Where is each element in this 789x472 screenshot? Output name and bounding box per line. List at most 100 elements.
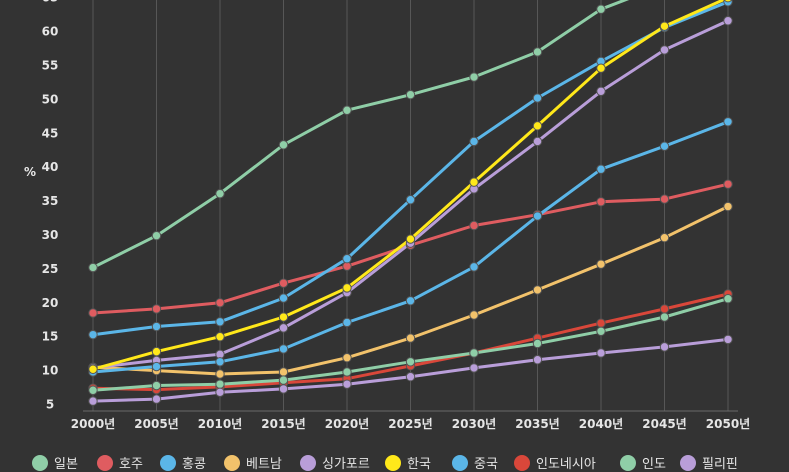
legend-item: 한국 <box>385 455 431 472</box>
y-tick-label: 50 <box>42 92 59 106</box>
data-point <box>469 177 479 187</box>
legend-item: 홍콩 <box>160 455 206 472</box>
data-point <box>532 93 543 103</box>
data-point <box>278 278 289 288</box>
data-point <box>342 254 352 264</box>
legend-marker <box>224 455 240 471</box>
data-point <box>659 312 670 322</box>
legend-marker <box>514 455 530 471</box>
data-point <box>469 72 479 82</box>
x-tick-label: 2000년 <box>71 417 115 431</box>
x-tick-label: 2045년 <box>642 417 686 431</box>
data-point <box>278 293 289 303</box>
data-point <box>659 141 670 151</box>
series-points <box>88 0 733 406</box>
y-tick-label: 60 <box>42 25 59 39</box>
data-point <box>215 317 225 327</box>
y-axis-ticks: 5 10 15 20 25 30 35 40 45 50 55 60 65 <box>42 0 59 412</box>
data-point <box>278 344 289 354</box>
data-point <box>342 379 352 389</box>
data-point <box>532 136 543 147</box>
data-point <box>469 348 479 358</box>
data-point <box>659 342 670 352</box>
legend-item: 인도 <box>620 455 666 472</box>
data-point <box>215 298 225 308</box>
data-point <box>278 375 289 385</box>
data-point <box>278 384 289 394</box>
data-point <box>151 346 162 357</box>
data-point <box>215 387 225 397</box>
data-point <box>405 296 416 306</box>
data-point <box>532 338 543 349</box>
legend-label: 홍콩 <box>182 457 206 472</box>
series-point-group <box>88 334 733 406</box>
data-point <box>151 380 162 391</box>
data-point <box>596 318 606 328</box>
legend-item: 싱가포르 <box>300 455 370 472</box>
data-point <box>532 355 543 365</box>
legend-label: 호주 <box>119 457 143 472</box>
y-tick-label: 5 <box>46 398 54 412</box>
y-tick-label: 25 <box>42 262 59 276</box>
legend-marker <box>452 455 468 471</box>
data-point <box>659 45 670 55</box>
data-point <box>278 140 289 150</box>
data-point <box>88 308 98 318</box>
legend-marker <box>680 455 696 471</box>
legend-item: 인도네시아 <box>514 455 596 472</box>
data-point <box>151 230 162 241</box>
legend-marker <box>620 455 636 471</box>
x-tick-label: 2050년 <box>706 417 750 431</box>
legend-label: 싱가포르 <box>322 457 370 472</box>
legend-label: 일본 <box>54 457 78 472</box>
y-tick-label: 35 <box>42 194 59 208</box>
data-point <box>596 164 606 174</box>
legend-item: 필리핀 <box>680 455 738 472</box>
data-point <box>596 326 606 336</box>
legend-marker <box>385 455 401 471</box>
data-point <box>596 259 606 269</box>
data-point <box>278 323 289 333</box>
x-tick-label: 2010년 <box>198 417 242 431</box>
data-point <box>278 312 289 322</box>
data-point <box>215 332 225 342</box>
x-tick-label: 2030년 <box>452 417 496 431</box>
legend-marker <box>97 455 113 471</box>
legend-marker <box>160 455 176 471</box>
data-point <box>532 285 543 295</box>
x-tick-label: 2015년 <box>261 417 305 431</box>
data-point <box>405 357 416 367</box>
legend-label: 베트남 <box>246 457 282 472</box>
data-point <box>596 63 606 73</box>
data-point <box>469 136 479 147</box>
data-point <box>405 195 416 205</box>
legend: 일본 호주 홍콩 베트남 싱가포르 한국 중국 인도네시아 인도 필리핀 <box>32 455 738 472</box>
data-point <box>723 179 733 189</box>
data-point <box>151 304 162 314</box>
legend-label: 필리핀 <box>702 457 738 472</box>
data-point <box>405 89 416 100</box>
data-point <box>215 188 225 199</box>
data-point <box>659 194 670 204</box>
legend-item: 호주 <box>97 455 143 472</box>
series-point-group <box>88 117 733 377</box>
data-point <box>723 334 733 345</box>
series-point-group <box>88 0 733 374</box>
data-point <box>215 379 225 389</box>
data-point <box>723 16 733 26</box>
data-point <box>405 372 416 382</box>
data-point <box>596 348 606 358</box>
data-point <box>723 117 733 127</box>
y-tick-label: 15 <box>42 330 59 344</box>
data-point <box>342 283 352 293</box>
legend-marker <box>32 455 48 471</box>
x-tick-label: 2025년 <box>388 417 432 431</box>
data-point <box>151 361 162 372</box>
y-tick-label: 10 <box>42 364 59 378</box>
y-tick-label: 40 <box>42 160 59 174</box>
data-point <box>88 385 98 395</box>
data-point <box>469 310 479 320</box>
data-point <box>151 321 162 332</box>
data-point <box>88 396 98 406</box>
